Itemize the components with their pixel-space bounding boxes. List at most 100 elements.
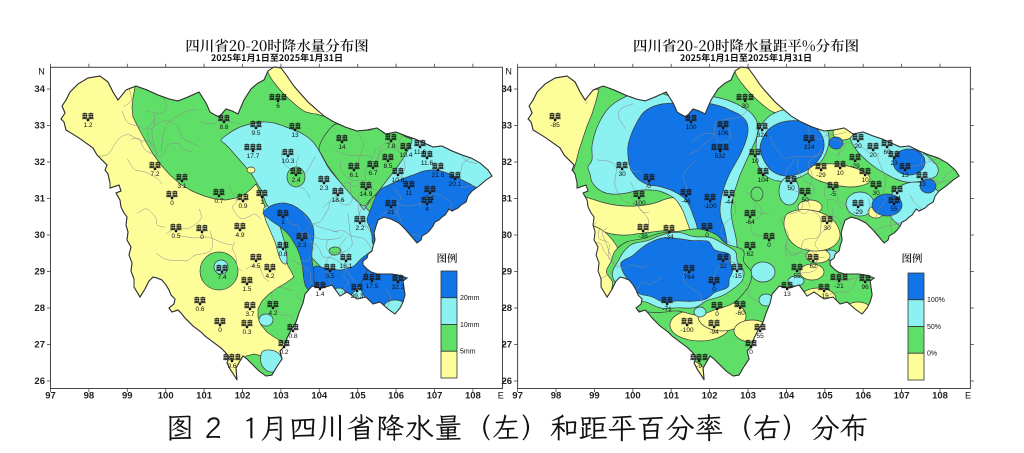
svg-text:11.6: 11.6 <box>414 149 427 156</box>
svg-text:7.8: 7.8 <box>386 143 395 150</box>
svg-text:0: 0 <box>705 232 709 239</box>
svg-text:0: 0 <box>712 286 716 293</box>
svg-text:107: 107 <box>894 390 910 401</box>
svg-text:30: 30 <box>872 190 880 197</box>
svg-text:-21: -21 <box>834 283 844 290</box>
svg-text:60: 60 <box>883 149 891 156</box>
svg-text:14: 14 <box>338 144 346 151</box>
svg-text:-94: -94 <box>709 329 719 336</box>
svg-text:0: 0 <box>749 349 753 356</box>
svg-text:0: 0 <box>767 242 771 249</box>
svg-text:30: 30 <box>502 230 513 241</box>
svg-text:32: 32 <box>502 157 513 168</box>
svg-text:1.4: 1.4 <box>315 291 324 298</box>
svg-text:104: 104 <box>311 390 328 401</box>
svg-text:1.2: 1.2 <box>83 122 92 129</box>
svg-text:28: 28 <box>34 303 45 314</box>
svg-text:106: 106 <box>855 390 871 401</box>
svg-text:532: 532 <box>715 153 726 160</box>
svg-text:-15: -15 <box>819 293 829 300</box>
svg-text:96: 96 <box>861 284 869 291</box>
svg-text:-85: -85 <box>550 122 560 129</box>
svg-text:27: 27 <box>502 340 513 351</box>
svg-text:E: E <box>965 390 971 400</box>
svg-text:62: 62 <box>746 251 754 258</box>
svg-text:E: E <box>498 390 504 400</box>
svg-text:33: 33 <box>34 121 45 132</box>
svg-text:103: 103 <box>273 390 289 401</box>
svg-text:32.2: 32.2 <box>392 284 405 291</box>
svg-text:324: 324 <box>804 144 815 151</box>
svg-text:10mm: 10mm <box>460 322 480 329</box>
svg-text:4.9: 4.9 <box>235 232 244 239</box>
svg-text:29.3: 29.3 <box>351 293 364 300</box>
svg-text:13: 13 <box>918 181 926 188</box>
svg-text:21.6: 21.6 <box>432 172 445 179</box>
svg-text:-100: -100 <box>633 200 646 207</box>
svg-text:55: 55 <box>756 333 764 340</box>
svg-text:55: 55 <box>793 273 801 280</box>
svg-text:20: 20 <box>854 143 862 150</box>
svg-text:4.2: 4.2 <box>268 310 277 317</box>
svg-text:10: 10 <box>861 177 869 184</box>
svg-text:14.9: 14.9 <box>360 191 373 198</box>
svg-text:32: 32 <box>719 263 727 270</box>
svg-text:8.8: 8.8 <box>219 124 228 131</box>
svg-text:31: 31 <box>34 194 45 205</box>
svg-text:-9: -9 <box>696 363 702 370</box>
svg-text:13: 13 <box>901 172 909 179</box>
svg-text:3.7: 3.7 <box>245 311 254 318</box>
svg-text:-34: -34 <box>664 234 674 241</box>
svg-text:101: 101 <box>663 390 680 401</box>
svg-text:764: 764 <box>684 274 695 281</box>
svg-text:30: 30 <box>34 230 45 241</box>
svg-text:29: 29 <box>34 267 45 278</box>
svg-text:30: 30 <box>618 171 626 178</box>
svg-text:98: 98 <box>84 390 95 401</box>
svg-text:13: 13 <box>783 291 791 298</box>
svg-text:23: 23 <box>890 160 898 167</box>
svg-text:98: 98 <box>551 390 562 401</box>
svg-text:34: 34 <box>502 84 513 95</box>
svg-text:3.1: 3.1 <box>177 183 186 190</box>
svg-text:-29: -29 <box>853 209 863 216</box>
svg-text:2.4: 2.4 <box>291 177 300 184</box>
svg-text:105: 105 <box>817 390 834 401</box>
svg-text:108: 108 <box>465 390 481 401</box>
svg-text:102: 102 <box>235 390 251 401</box>
svg-text:3.5: 3.5 <box>325 273 334 280</box>
svg-text:50: 50 <box>801 197 809 204</box>
svg-text:10: 10 <box>751 158 759 165</box>
svg-text:104: 104 <box>758 177 769 184</box>
svg-text:26: 26 <box>502 376 513 387</box>
svg-text:99: 99 <box>122 390 133 401</box>
svg-text:10.3: 10.3 <box>282 158 295 165</box>
svg-text:11: 11 <box>406 190 413 197</box>
svg-text:0: 0 <box>218 327 222 334</box>
svg-text:1: 1 <box>281 219 285 226</box>
svg-text:104: 104 <box>778 390 795 401</box>
svg-text:55: 55 <box>890 206 898 213</box>
svg-text:0: 0 <box>200 234 204 241</box>
svg-text:20.1: 20.1 <box>449 181 462 188</box>
svg-text:62: 62 <box>809 263 817 270</box>
svg-text:0.8: 0.8 <box>278 251 287 258</box>
svg-text:97: 97 <box>45 390 56 401</box>
svg-text:17.5: 17.5 <box>366 283 379 290</box>
svg-text:1.5: 1.5 <box>242 286 251 293</box>
svg-text:0: 0 <box>715 311 719 318</box>
svg-text:100: 100 <box>158 390 174 401</box>
svg-text:32: 32 <box>34 157 45 168</box>
svg-text:-46: -46 <box>681 198 691 205</box>
svg-text:106: 106 <box>388 390 404 401</box>
svg-text:27: 27 <box>34 340 45 351</box>
svg-text:106: 106 <box>718 130 729 137</box>
svg-text:108: 108 <box>932 390 948 401</box>
svg-text:34: 34 <box>34 84 45 95</box>
svg-text:2.2: 2.2 <box>355 225 364 232</box>
svg-text:29: 29 <box>502 267 513 278</box>
svg-text:18.6: 18.6 <box>332 197 345 204</box>
svg-text:2.3: 2.3 <box>297 242 306 249</box>
svg-text:0.9: 0.9 <box>238 203 247 210</box>
svg-text:50: 50 <box>787 185 795 192</box>
